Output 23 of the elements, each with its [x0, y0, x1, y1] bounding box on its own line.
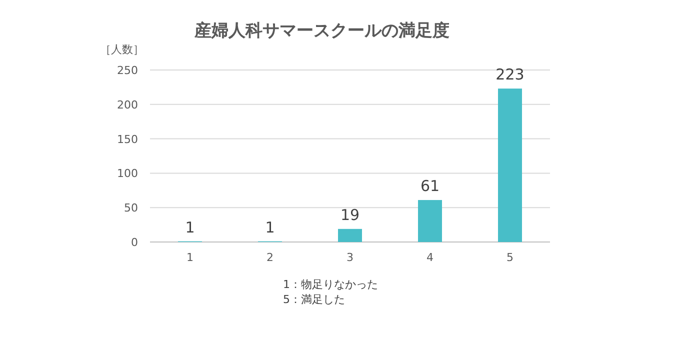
x-tick-label: 2 — [266, 251, 274, 264]
x-tick-label: 1 — [186, 251, 194, 264]
data-label: 223 — [496, 66, 524, 84]
data-label: 19 — [340, 206, 360, 224]
chart-title: 産婦人科サマースクールの満足度 — [194, 21, 450, 41]
x-tick-label: 4 — [426, 251, 434, 264]
y-tick-label: 150 — [117, 132, 138, 146]
y-tick-label: 0 — [131, 236, 138, 249]
y-axis-title: ［人数］ — [100, 43, 144, 56]
text: 1：物足りなかった — [283, 278, 378, 291]
bar — [498, 88, 522, 242]
bar — [418, 200, 442, 242]
y-tick-label: 100 — [117, 167, 138, 180]
y-tick-label: 250 — [117, 64, 138, 77]
x-tick-label: 5 — [506, 251, 514, 264]
bar — [338, 228, 362, 242]
data-label: 1 — [265, 218, 275, 236]
y-tick-label: 50 — [124, 202, 138, 215]
data-label: 61 — [420, 177, 440, 196]
y-tick-label: 200 — [117, 98, 138, 112]
x-tick-label: 3 — [346, 251, 354, 264]
data-label: 1 — [185, 218, 195, 236]
text: 5：満足した — [283, 293, 345, 306]
